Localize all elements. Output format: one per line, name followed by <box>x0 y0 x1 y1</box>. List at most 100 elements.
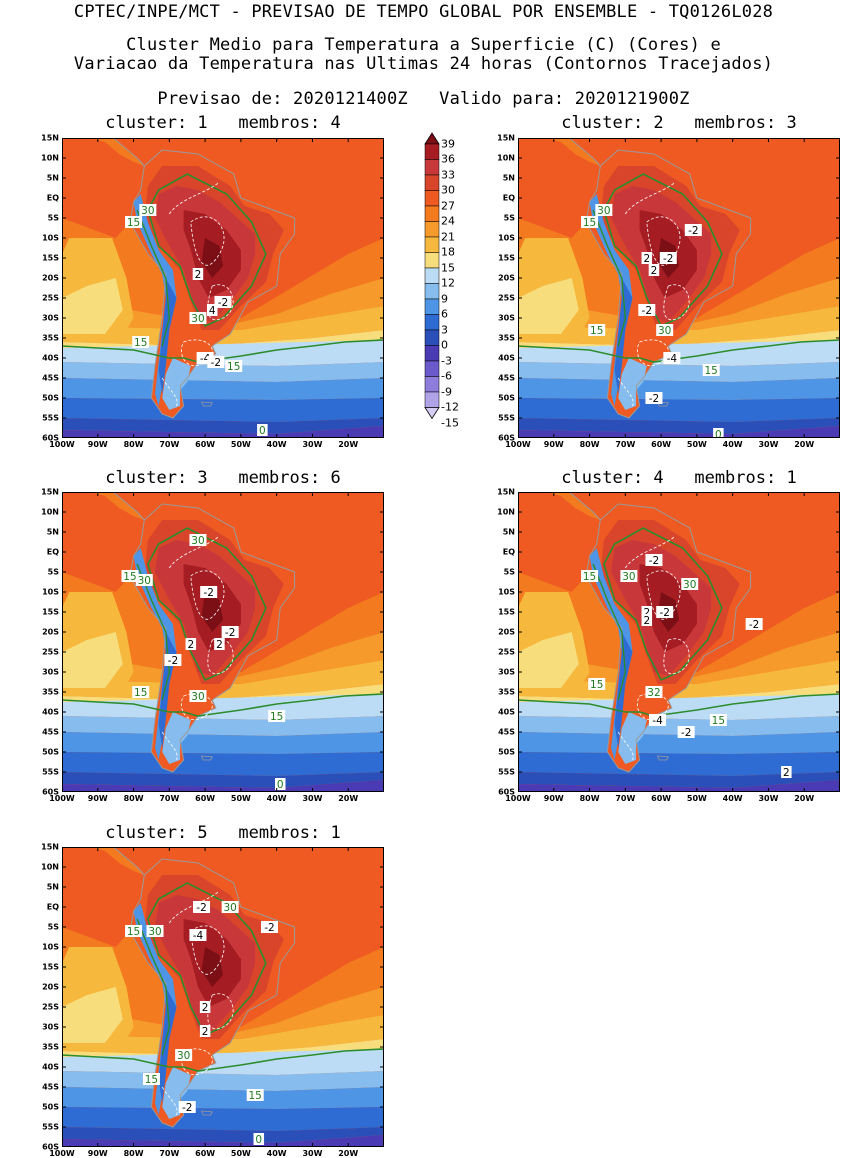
contour-label: -2 <box>645 554 663 567</box>
contour-label: -4 <box>189 929 207 942</box>
lat-tick-label: 15S <box>498 253 515 263</box>
contour-label: -2 <box>200 586 218 599</box>
lat-tick-label: 40S <box>498 353 515 363</box>
colorbar <box>424 132 440 420</box>
lon-tick-label: 40W <box>722 794 743 803</box>
contour-label: 15 <box>132 686 150 699</box>
colorbar-level-label: 30 <box>441 183 455 197</box>
contour-label: 2 <box>192 268 204 281</box>
lat-tick-label: 60S <box>498 433 515 443</box>
lat-tick-label: 30S <box>42 667 59 677</box>
cluster-2-map: 30 15 -2 2 -2 2 -2 15 30 -4 15 -2 0 15N 10N 5N EQ 5S 10S 15… <box>497 134 840 449</box>
contour-label: 15 <box>588 324 606 337</box>
colorbar-swatch <box>424 267 440 284</box>
contour-label: 2 <box>185 638 197 651</box>
colorbar-swatch <box>424 236 440 253</box>
svg-text:-2: -2 <box>749 619 759 631</box>
contour-label: 0 <box>257 424 268 437</box>
svg-text:30: 30 <box>683 579 696 591</box>
svg-text:15: 15 <box>227 361 240 373</box>
colorbar-level-label: 39 <box>441 137 455 150</box>
lon-tick-label: 80W <box>579 794 600 803</box>
lat-tick-label: 15S <box>498 607 515 617</box>
contour-label: 30 <box>139 204 157 217</box>
lat-tick-label: 5N <box>46 173 59 183</box>
cluster-1-map: 30 15 15 30 15 2 -2 4 -4 -2 0 15N 10N 5N EQ 5S 10S 15S 20S… <box>41 134 384 449</box>
svg-text:30: 30 <box>191 313 204 325</box>
contour-label: -2 <box>178 1101 196 1114</box>
svg-text:-2: -2 <box>688 225 698 237</box>
contour-label: 15 <box>142 1073 160 1086</box>
lon-tick-label: 40W <box>266 440 287 449</box>
contour-label: 2 <box>641 606 653 619</box>
colorbar-swatch <box>424 345 440 362</box>
svg-text:30: 30 <box>177 1050 190 1062</box>
cluster-4-title: cluster: 4 membros: 1 <box>561 468 797 488</box>
contour-label: 15 <box>125 216 143 229</box>
contour-label: 30 <box>189 690 207 703</box>
lon-tick-label: 50W <box>230 440 251 449</box>
colorbar-swatch <box>424 298 440 315</box>
colorbar-swatch <box>424 360 440 377</box>
lat-tick-label: 5S <box>503 213 515 223</box>
svg-text:30: 30 <box>658 325 671 337</box>
contour-label: 2 <box>648 264 660 277</box>
colorbar-level-label: -15 <box>441 416 459 429</box>
lat-tick-label: 10S <box>42 587 59 597</box>
colorbar-level-label: 3 <box>441 323 448 336</box>
colorbar-level-label: -9 <box>441 385 452 398</box>
lon-tick-label: 70W <box>615 794 636 803</box>
lon-tick-label: 100W <box>49 1149 75 1158</box>
lat-tick-label: 20S <box>42 627 59 637</box>
lon-tick-label: 30W <box>758 440 779 449</box>
lat-tick-label: 45S <box>42 1082 59 1092</box>
cluster-5-title: cluster: 5 membros: 1 <box>105 823 341 843</box>
svg-text:2: 2 <box>216 639 223 651</box>
svg-text:-2: -2 <box>203 587 213 599</box>
lon-tick-label: 100W <box>505 794 531 803</box>
lat-tick-label: EQ <box>46 547 59 557</box>
colorbar-swatch <box>424 190 440 207</box>
contour-label: 30 <box>135 574 153 587</box>
svg-text:15: 15 <box>590 679 603 691</box>
colorbar-level-label: 24 <box>441 214 455 228</box>
lat-tick-label: 55S <box>42 1122 59 1132</box>
lat-tick-label: 10S <box>498 233 515 243</box>
lat-tick-label: 15S <box>42 607 59 617</box>
lat-tick-label: 10S <box>498 587 515 597</box>
lat-tick-label: 5S <box>47 922 59 932</box>
lon-tick-label: 20W <box>338 440 359 449</box>
colorbar-swatch <box>424 252 440 269</box>
contour-label: 0 <box>713 428 724 438</box>
lat-tick-label: 15N <box>41 487 59 497</box>
contour-label: 2 <box>641 614 653 627</box>
contour-label: 15 <box>268 710 286 723</box>
colorbar-level-label: 27 <box>441 199 455 212</box>
lat-tick-label: 25S <box>42 1002 59 1012</box>
lat-tick-label: 30S <box>42 1022 59 1032</box>
lat-tick-label: 25S <box>498 647 515 657</box>
lat-tick-label: 5N <box>502 527 515 537</box>
svg-text:2: 2 <box>643 607 650 619</box>
contour-label: -2 <box>684 224 702 237</box>
svg-text:15: 15 <box>590 325 603 337</box>
contour-label: 15 <box>709 714 727 727</box>
contour-label: -2 <box>745 618 763 631</box>
svg-text:15: 15 <box>705 365 718 377</box>
lat-tick-label: 20S <box>498 627 515 637</box>
lat-tick-label: 15S <box>42 253 59 263</box>
lat-tick-label: 35S <box>498 333 515 343</box>
lon-tick-label: 100W <box>49 794 75 803</box>
lon-tick-label: 90W <box>543 794 564 803</box>
svg-text:-2: -2 <box>649 393 659 405</box>
lat-tick-label: EQ <box>502 547 515 557</box>
cluster-5-map: -2 30 -2 15 30 -4 2 2 30 15 15 -2 0 15N 10N 5N EQ 5S 10S 15… <box>41 843 384 1158</box>
contour-label: 2 <box>214 638 225 651</box>
contour-label: 15 <box>246 1089 264 1102</box>
svg-text:0: 0 <box>715 429 722 438</box>
contour-label: 0 <box>253 1133 265 1146</box>
colorbar-swatch <box>424 221 440 238</box>
lat-tick-label: 50S <box>42 747 59 757</box>
colorbar-swatch <box>424 314 440 331</box>
lon-tick-label: 100W <box>49 440 75 449</box>
